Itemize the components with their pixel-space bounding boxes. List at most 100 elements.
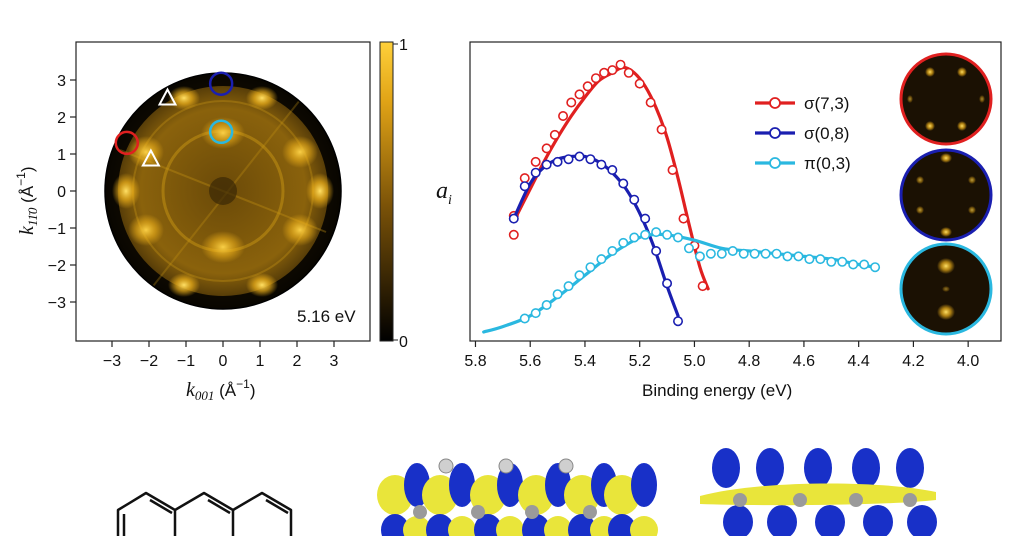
- data-point: [552, 289, 563, 300]
- orbital-lobe: [712, 448, 740, 488]
- data-point: [656, 124, 667, 135]
- data-point: [596, 254, 607, 265]
- map-x-axis-label: k001 (Å−1): [186, 377, 255, 403]
- orbital-lobe: [474, 514, 502, 536]
- binding-energy-panel: 5.8 5.6 5.4 5.2 5.0 4.8 4.6 4.4 4.2 4.0 σ(7,3) σ(0…: [436, 41, 1002, 400]
- line-x-ticks: 5.8 5.6 5.4 5.2 5.0 4.8 4.6 4.4 4.2 4.0: [464, 341, 979, 370]
- data-point: [716, 248, 727, 259]
- inset-pi-0-3: [899, 242, 993, 336]
- data-point: [623, 67, 634, 78]
- line-x-axis-label: Binding energy (eV): [642, 381, 792, 400]
- data-point: [563, 154, 574, 165]
- orbital-pi-lobe: [700, 483, 936, 506]
- map-spot: [246, 273, 278, 297]
- data-point: [607, 246, 618, 257]
- map-y-tick-label: 3: [57, 73, 66, 90]
- map-spot: [246, 86, 278, 110]
- map-spot: [306, 173, 334, 209]
- orbital-lobe: [804, 448, 832, 488]
- orbital-lobe: [448, 516, 476, 536]
- map-spot: [201, 231, 245, 263]
- data-point: [662, 229, 673, 240]
- line-x-tick-label: 5.0: [683, 353, 705, 370]
- orbital-lobe: [863, 505, 893, 536]
- data-point: [582, 81, 593, 92]
- data-point: [530, 156, 541, 167]
- map-spot: [282, 214, 318, 246]
- energy-label: 5.16 eV: [297, 307, 356, 326]
- line-x-tick-label: 5.6: [519, 353, 541, 370]
- data-point: [519, 313, 530, 324]
- map-y-axis-label: k11̄0 (Å−1): [14, 166, 40, 235]
- data-point: [607, 65, 618, 76]
- map-y-ticks: 3 2 1 0 −1 −2 −3: [48, 73, 76, 312]
- legend-marker: [769, 97, 781, 109]
- map-marker-triangle: [141, 148, 161, 167]
- data-point: [530, 167, 541, 178]
- map-spot: [112, 173, 140, 209]
- carbon-atom: [903, 493, 917, 507]
- carbon-atom: [413, 505, 427, 519]
- map-markers: [114, 71, 234, 167]
- orbital-lobe: [815, 505, 845, 536]
- map-spot: [128, 214, 164, 246]
- orbital-insets: [899, 52, 993, 336]
- data-point: [815, 254, 826, 265]
- molecule-skeletal-formula: [116, 491, 293, 536]
- map-marker-triangle: [157, 87, 178, 106]
- data-point: [727, 246, 738, 257]
- data-point: [585, 154, 596, 165]
- orbital-lobe: [630, 516, 658, 536]
- hydrogen-atom: [438, 458, 454, 474]
- data-point: [705, 248, 716, 259]
- orbital-lobe: [497, 463, 523, 507]
- data-point: [563, 281, 574, 292]
- hydrogen-atom: [558, 458, 574, 474]
- data-point: [590, 73, 601, 84]
- orbital-lobe: [568, 514, 596, 536]
- orbital-lobe: [723, 505, 753, 536]
- data-point: [749, 248, 760, 259]
- data-point: [552, 156, 563, 167]
- orbital-lobe: [896, 448, 924, 488]
- data-point: [558, 111, 569, 122]
- map-marker-circle: [208, 119, 234, 145]
- orbital-lobe: [608, 514, 636, 536]
- data-point: [549, 129, 560, 140]
- data-point: [683, 243, 694, 254]
- map-x-tick-label: −2: [140, 353, 158, 370]
- legend-marker: [769, 157, 781, 169]
- orbital-lobe: [403, 516, 431, 536]
- data-point: [530, 308, 541, 319]
- colorbar-max-label: 1: [399, 37, 408, 54]
- map-x-tick-label: 1: [256, 353, 265, 370]
- orbital-lobe: [852, 448, 880, 488]
- orbital-lobe: [907, 505, 937, 536]
- legend-label: σ(0,8): [804, 124, 849, 143]
- map-y-tick-label: 1: [57, 147, 66, 164]
- map-y-tick-label: 2: [57, 110, 66, 127]
- data-point: [673, 316, 684, 327]
- inset-sigma-7-3: [899, 52, 993, 146]
- data-point: [870, 262, 881, 273]
- inset-sigma-0-8: [899, 148, 993, 242]
- colorbar-min-label: 0: [399, 334, 408, 351]
- map-x-ticks: −3 −2 −1 0 1 2 3: [103, 341, 339, 370]
- data-point: [615, 59, 626, 70]
- line-series: [482, 59, 881, 334]
- data-point: [585, 262, 596, 273]
- data-point: [678, 213, 689, 224]
- data-point: [574, 270, 585, 281]
- map-marker-circle: [114, 130, 140, 156]
- data-point: [837, 256, 848, 267]
- data-point: [566, 97, 577, 108]
- line-x-tick-label: 4.0: [957, 353, 979, 370]
- data-point: [629, 194, 640, 205]
- line-x-tick-label: 4.6: [793, 353, 815, 370]
- data-point: [574, 151, 585, 162]
- data-point: [596, 159, 607, 170]
- carbon-atom: [471, 505, 485, 519]
- map-spot: [168, 273, 200, 297]
- carbon-atom: [849, 493, 863, 507]
